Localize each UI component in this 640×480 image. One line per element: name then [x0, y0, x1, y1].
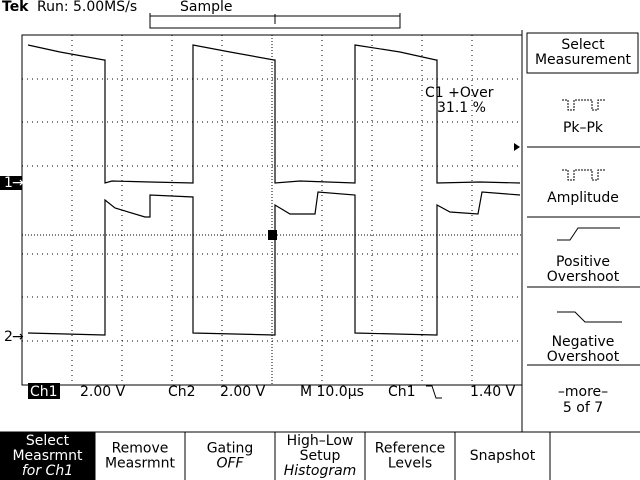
trigger-slope	[426, 385, 442, 399]
label-line: Negative	[552, 334, 615, 350]
label-line: Positive	[556, 254, 610, 270]
label-line: Levels	[388, 456, 432, 472]
ch2-marker: 2	[4, 329, 13, 345]
label-line: Measrmnt	[105, 456, 176, 472]
label-line: Select	[26, 433, 70, 449]
menu-button[interactable]: Remove Measrmnt	[105, 441, 176, 472]
label-line: Measrmnt	[12, 448, 83, 464]
label-line: Snapshot	[470, 448, 536, 464]
ch1-badge	[28, 383, 60, 399]
status-ch2: Ch2	[168, 384, 196, 400]
label-line: Measurement	[535, 52, 632, 68]
status-ch1-scale: 2.00 V	[80, 384, 126, 400]
status-ch2-scale: 2.00 V	[220, 384, 266, 400]
menu-page: 5 of 7	[563, 400, 603, 416]
label-line: Overshoot	[547, 269, 620, 285]
menu-item[interactable]: Negative Overshoot	[547, 334, 620, 365]
ch1-marker-bg	[0, 176, 22, 190]
ch1-arrow: →	[12, 175, 24, 191]
status-trigger-source: Ch1	[388, 384, 416, 400]
label-line: Overshoot	[547, 349, 620, 365]
menu-button[interactable]: Gating	[207, 441, 254, 457]
graticule	[21, 34, 523, 386]
menu-button[interactable]: Snapshot	[470, 448, 536, 464]
ch2-arrow: →	[12, 329, 24, 345]
menu-button-sub: OFF	[216, 456, 244, 472]
label-line: Remove	[112, 441, 169, 457]
label-line: High–Low	[287, 433, 354, 449]
side-menu	[521, 30, 640, 432]
menu-button[interactable]: High–Low Setup	[287, 433, 354, 464]
menu-more[interactable]: –more–	[558, 384, 608, 400]
menu-item[interactable]: Amplitude	[547, 190, 619, 206]
status-timebase: M 10.0µs	[300, 384, 364, 400]
acquisition-mode: Sample	[180, 0, 233, 15]
menu-button-sub: Histogram	[284, 463, 357, 479]
ch1-marker: 1	[4, 175, 13, 191]
trace-ch1	[27, 44, 521, 184]
trace-ch2	[27, 191, 521, 336]
status-trigger-level: 1.40 V	[470, 384, 516, 400]
readout-value: 31.1 %	[437, 100, 486, 116]
menu-button[interactable]: Reference Levels	[375, 441, 446, 472]
menu-title: Select Measurement	[535, 37, 632, 68]
menu-item[interactable]: Positive Overshoot	[547, 254, 620, 285]
readout-label: C1 +Over	[425, 85, 494, 101]
label-line: Gating	[207, 441, 254, 457]
status-ch1: Ch1	[30, 384, 58, 400]
label-line: Setup	[300, 448, 341, 464]
label-line: Reference	[375, 441, 446, 457]
brand: Tek	[2, 0, 29, 15]
label-line: Select	[561, 37, 605, 53]
menu-button-sub: for Ch1	[22, 463, 73, 479]
trigger-marker	[514, 143, 520, 151]
record-bar	[149, 13, 401, 29]
menu-button[interactable]: Select Measrmnt	[12, 433, 83, 464]
acquisition: Run: 5.00MS/s	[37, 0, 137, 15]
menu-item[interactable]: Pk–Pk	[563, 120, 604, 136]
selected-button-bg	[0, 432, 95, 480]
